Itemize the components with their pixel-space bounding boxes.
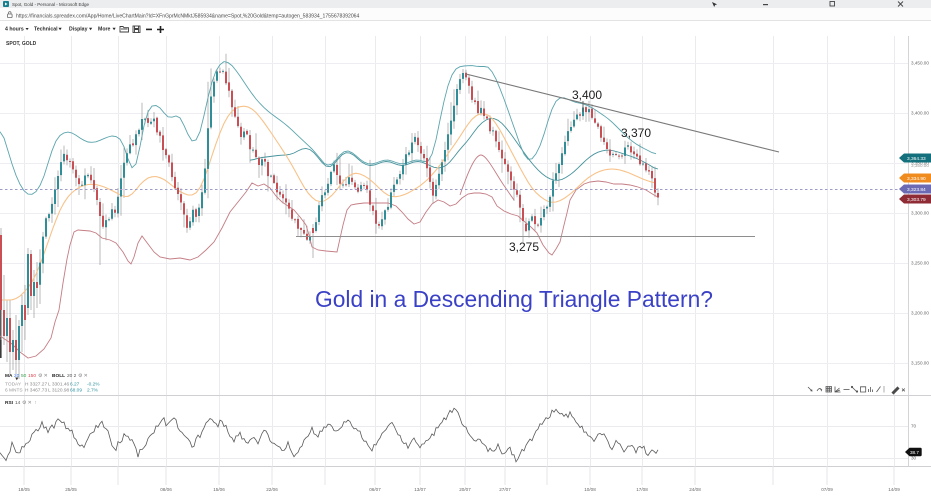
svg-text:3,450.00: 3,450.00 bbox=[911, 61, 929, 66]
svg-text:BOLL: BOLL bbox=[52, 373, 65, 379]
svg-text:3,370: 3,370 bbox=[621, 126, 651, 140]
svg-text:22/06: 22/06 bbox=[266, 487, 278, 492]
svg-text:27/07: 27/07 bbox=[499, 487, 511, 492]
svg-text:⚙ ✕: ⚙ ✕ bbox=[78, 373, 88, 379]
svg-text:38.7: 38.7 bbox=[910, 450, 919, 455]
svg-text:68.09: 68.09 bbox=[70, 388, 82, 394]
svg-text:3,334.90: 3,334.90 bbox=[907, 176, 926, 182]
svg-text:3,350.00: 3,350.00 bbox=[911, 161, 929, 166]
svg-text:3,303.79: 3,303.79 bbox=[907, 197, 926, 203]
svg-text:70: 70 bbox=[911, 424, 917, 429]
svg-text:3,150.00: 3,150.00 bbox=[911, 361, 929, 366]
svg-text:30: 30 bbox=[911, 456, 917, 461]
svg-text:13/07: 13/07 bbox=[414, 487, 426, 492]
svg-text:H 3467.73: H 3467.73 bbox=[25, 388, 47, 394]
svg-text:25/05: 25/05 bbox=[65, 487, 77, 492]
svg-text:18/05: 18/05 bbox=[18, 487, 30, 492]
svg-text:6.27: 6.27 bbox=[70, 382, 80, 388]
svg-text:07/09: 07/09 bbox=[821, 487, 833, 492]
svg-text:3,275: 3,275 bbox=[509, 240, 539, 254]
svg-text:08/06: 08/06 bbox=[160, 487, 172, 492]
svg-text:14/09: 14/09 bbox=[888, 487, 900, 492]
svg-text:L 3301.46: L 3301.46 bbox=[48, 382, 69, 388]
svg-text:3,323.84: 3,323.84 bbox=[907, 187, 926, 193]
svg-text:H 3327.27: H 3327.27 bbox=[25, 382, 47, 388]
svg-text:MA: MA bbox=[5, 373, 13, 379]
svg-text:2.7%: 2.7% bbox=[87, 388, 99, 394]
svg-text:3,350.00: 3,350.00 bbox=[911, 163, 929, 168]
svg-text:150: 150 bbox=[28, 373, 36, 379]
svg-text:14: 14 bbox=[15, 400, 21, 406]
svg-text:RSI: RSI bbox=[5, 400, 14, 406]
svg-text:Display: Display bbox=[69, 27, 88, 33]
svg-text:SPOT, GOLD: SPOT, GOLD bbox=[6, 41, 37, 47]
svg-text:20: 20 bbox=[14, 373, 20, 379]
svg-text:4 hours: 4 hours bbox=[5, 27, 24, 33]
svg-text:⚙ ✕ ↑: ⚙ ✕ ↑ bbox=[22, 400, 37, 406]
svg-text:3,200.00: 3,200.00 bbox=[911, 311, 929, 316]
svg-text:3,364.33: 3,364.33 bbox=[907, 156, 926, 162]
svg-text:L 3120.98: L 3120.98 bbox=[48, 388, 69, 394]
svg-text:⚙ ✕: ⚙ ✕ bbox=[38, 373, 48, 379]
svg-text:6 MNTS: 6 MNTS bbox=[5, 388, 23, 394]
svg-text:3,400.00: 3,400.00 bbox=[911, 111, 929, 116]
svg-text:17/08: 17/08 bbox=[636, 487, 648, 492]
svg-text:3,250.00: 3,250.00 bbox=[911, 261, 929, 266]
svg-text:3,300.00: 3,300.00 bbox=[911, 211, 929, 216]
svg-text:10/08: 10/08 bbox=[584, 487, 596, 492]
svg-text:20 2: 20 2 bbox=[67, 373, 77, 379]
svg-text:50: 50 bbox=[21, 373, 27, 379]
svg-text:20/07: 20/07 bbox=[459, 487, 471, 492]
svg-text:Gold in a Descending Triangle: Gold in a Descending Triangle Pattern? bbox=[315, 286, 713, 312]
svg-text:TODAY: TODAY bbox=[5, 382, 22, 388]
svg-text:Technical: Technical bbox=[34, 27, 58, 33]
svg-text:-0.2%: -0.2% bbox=[87, 382, 100, 388]
svg-text:15/06: 15/06 bbox=[213, 487, 225, 492]
svg-text:06/07: 06/07 bbox=[369, 487, 381, 492]
svg-text:Spot, Gold - Personal - Micros: Spot, Gold - Personal - Microsoft Edge bbox=[12, 2, 90, 7]
svg-text:https://financials.spreadex.co: https://financials.spreadex.com/App/Home… bbox=[16, 14, 360, 20]
svg-text:24/08: 24/08 bbox=[689, 487, 701, 492]
svg-text:3,400: 3,400 bbox=[572, 88, 602, 102]
svg-text:More: More bbox=[98, 27, 111, 33]
